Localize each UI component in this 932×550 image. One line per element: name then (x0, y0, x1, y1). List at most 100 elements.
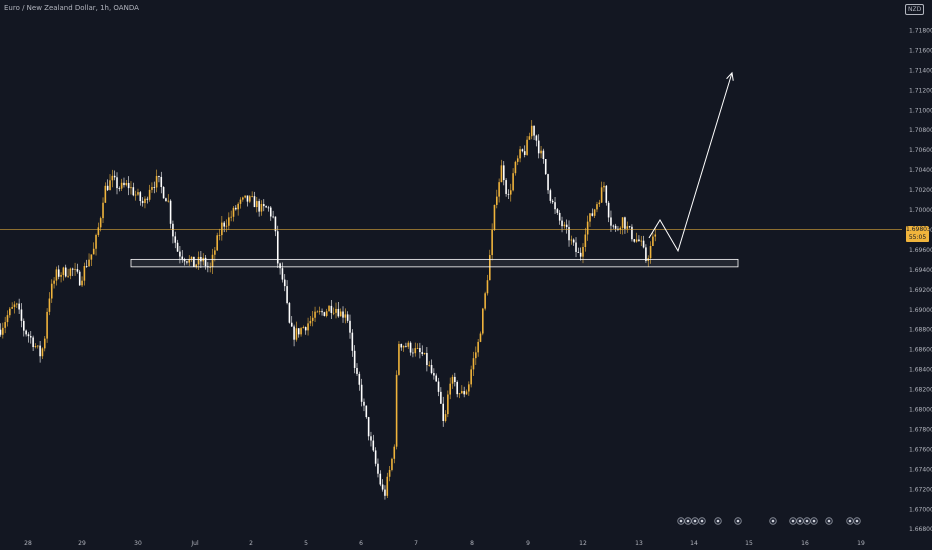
candle-body (237, 203, 239, 210)
candle-body (339, 311, 342, 317)
candle-body (160, 176, 163, 188)
event-icon[interactable] (769, 517, 777, 525)
candle-body (43, 338, 46, 349)
candle-body (274, 216, 277, 232)
candle-body (617, 228, 619, 230)
candle-body (141, 201, 144, 204)
candle-body (127, 182, 130, 189)
candle-body (407, 342, 410, 347)
candle-body (332, 312, 335, 314)
candle-body (547, 174, 549, 191)
candle-body (372, 440, 375, 451)
candle-body (542, 150, 545, 160)
candle-body (174, 236, 177, 243)
event-icon[interactable] (714, 517, 722, 525)
candle-body (563, 224, 566, 227)
candle-body (146, 198, 149, 200)
candle-body (325, 311, 328, 316)
event-icon[interactable] (734, 517, 742, 525)
price-axis[interactable]: 1.71800 1.71600 1.71400 1.71200 1.71000 1.708… (909, 27, 932, 533)
candle-body (316, 311, 319, 313)
support-zone-box[interactable] (130, 258, 739, 268)
event-icon[interactable] (698, 517, 706, 525)
candle-body (314, 311, 316, 318)
currency-badge[interactable]: NZD (905, 4, 925, 15)
candle-body (507, 193, 510, 195)
y-tick-label: 1.68000 (909, 407, 932, 414)
candle-body (442, 403, 444, 421)
candle-body (216, 235, 218, 251)
candle-body (335, 308, 337, 313)
bar-countdown: 55:05 (908, 233, 927, 241)
candle-body (235, 207, 237, 210)
candle-body (461, 391, 463, 394)
candle-body (351, 332, 354, 351)
candle-body (565, 224, 568, 228)
candle-body (491, 229, 493, 256)
candle-body (120, 182, 123, 189)
event-icon[interactable] (803, 517, 811, 525)
y-tick-label: 1.67600 (909, 446, 932, 453)
candle-body (323, 312, 326, 316)
event-icon[interactable] (691, 517, 699, 525)
candle-body (544, 159, 547, 175)
candle-body (295, 328, 298, 340)
candle-body (137, 192, 139, 195)
time-axis[interactable]: 28 29 30 Jul 2 5 6 7 8 9 12 13 14 15 16 19 (24, 540, 865, 547)
y-tick-label: 1.66800 (909, 526, 932, 533)
x-tick-label: 8 (470, 540, 474, 547)
event-icon[interactable] (825, 517, 833, 525)
candle-body (186, 261, 188, 263)
candle-body (440, 391, 442, 404)
candle-body (162, 187, 165, 199)
candle-body (102, 202, 104, 219)
candle-body (393, 446, 396, 459)
y-tick-label: 1.67400 (909, 466, 932, 473)
x-tick-label: 12 (579, 540, 587, 547)
candle-body (521, 149, 524, 152)
event-icon[interactable] (684, 517, 692, 525)
candle-body (246, 195, 249, 202)
event-icon[interactable] (846, 517, 854, 525)
candle-body (211, 254, 214, 268)
candle-body (218, 235, 221, 236)
candle-body (46, 311, 48, 339)
candle-body (570, 239, 573, 241)
candle-body (533, 125, 535, 136)
y-tick-label: 1.68600 (909, 347, 932, 354)
candle-body (109, 180, 111, 191)
candle-body (11, 307, 13, 309)
candle-body (53, 280, 55, 284)
candle-body (267, 207, 270, 209)
candle-body (0, 329, 2, 335)
candle-body (167, 200, 170, 202)
candle-body (29, 336, 32, 338)
y-tick-label: 1.71000 (909, 107, 932, 114)
candle-body (405, 345, 407, 347)
candle-body (172, 223, 174, 237)
event-icon[interactable] (810, 517, 818, 525)
event-icon[interactable] (796, 517, 804, 525)
event-icon[interactable] (677, 517, 685, 525)
candle-body (286, 286, 288, 304)
x-tick-label: 14 (690, 540, 698, 547)
candle-body (281, 268, 284, 280)
candle-body (228, 217, 230, 226)
candle-body (276, 231, 279, 264)
candle-body (579, 252, 582, 257)
event-icon[interactable] (789, 517, 797, 525)
candle-body (41, 348, 44, 357)
candle-body (535, 135, 538, 141)
candle-body (502, 165, 505, 181)
y-tick-label: 1.70000 (909, 207, 932, 214)
projection-arrow-head (726, 71, 734, 81)
event-icon[interactable] (853, 517, 861, 525)
y-tick-label: 1.70200 (909, 187, 932, 194)
projection-arrow-line[interactable] (648, 72, 733, 253)
candle-body (78, 271, 81, 286)
x-tick-label: 6 (359, 540, 363, 547)
symbol-title[interactable]: Euro / New Zealand Dollar, 1h, OANDA (4, 4, 139, 12)
y-tick-label: 1.68200 (909, 387, 932, 394)
candle-body (125, 182, 128, 186)
